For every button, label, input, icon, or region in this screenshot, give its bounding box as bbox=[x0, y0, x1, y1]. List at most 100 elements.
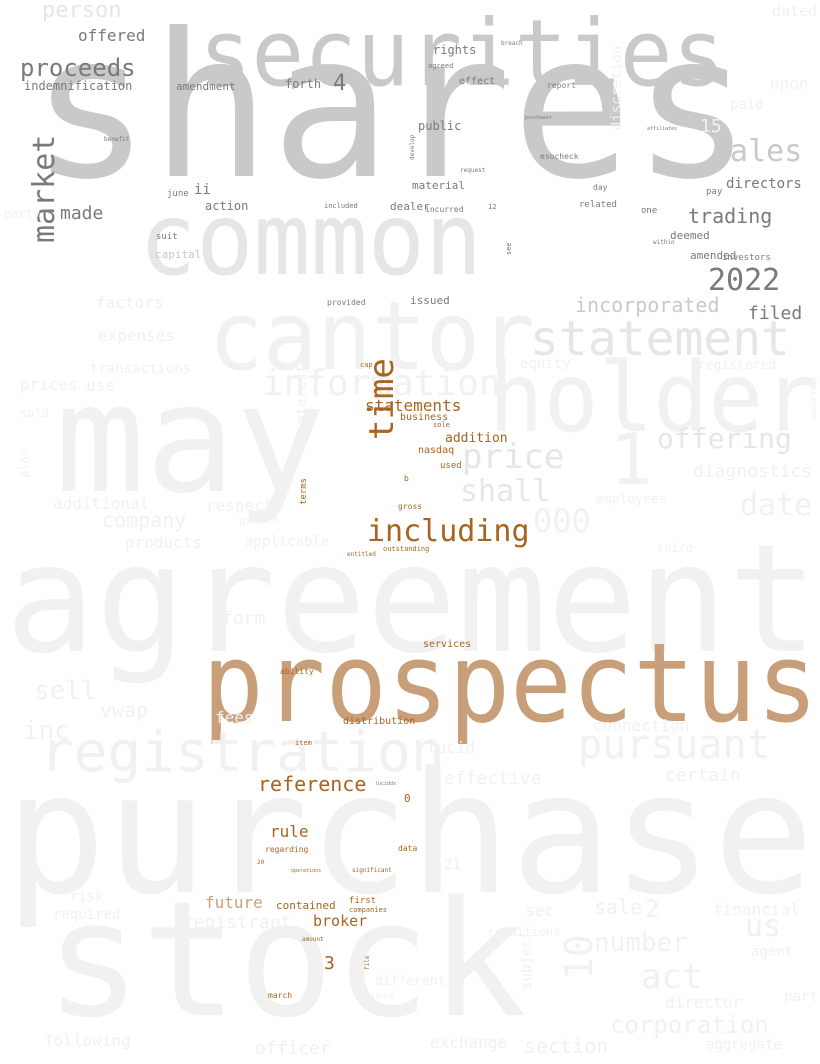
word-common: common bbox=[139, 181, 483, 298]
word-discretion: discretion bbox=[609, 45, 625, 130]
word-section: section bbox=[524, 1034, 609, 1058]
word-ownership: ownership bbox=[809, 376, 818, 420]
word-amended: amended bbox=[690, 249, 737, 262]
word-registered: registered bbox=[698, 358, 777, 373]
word-sold: sold bbox=[20, 406, 49, 420]
word-entitled: entitled bbox=[347, 551, 376, 558]
word-additional: additional bbox=[53, 494, 150, 513]
word-interest: interest bbox=[294, 364, 310, 432]
word-certain: certain bbox=[665, 765, 741, 786]
word-including: including bbox=[367, 514, 530, 549]
word-broker: broker bbox=[313, 912, 368, 930]
word-deemed: deemed bbox=[670, 229, 710, 242]
word-purchase: purchase bbox=[5, 736, 815, 932]
word-form: form bbox=[222, 608, 266, 629]
word-sec: sec bbox=[525, 901, 554, 920]
word-employees: employees bbox=[596, 492, 667, 507]
word-item: item bbox=[295, 739, 312, 747]
word-us: us bbox=[745, 909, 782, 944]
word-gross: gross bbox=[398, 502, 423, 511]
word-cantor: cantor bbox=[208, 282, 535, 392]
word-data: data bbox=[398, 844, 418, 853]
word-see: see bbox=[505, 242, 513, 255]
word-21: 21 bbox=[444, 857, 461, 873]
word-june: june bbox=[167, 189, 189, 199]
word-aggregate: aggregate bbox=[706, 1037, 782, 1053]
word-agreed: agreed bbox=[428, 62, 454, 70]
word-addition: addition bbox=[445, 431, 508, 446]
word-contained: contained bbox=[276, 899, 336, 912]
word-prospectus: prospectus bbox=[202, 619, 818, 747]
word-fees: fees bbox=[215, 708, 254, 727]
word-required: required bbox=[53, 907, 121, 923]
word-esocheck: esocheck bbox=[540, 152, 579, 161]
word-10: 10 bbox=[557, 934, 601, 980]
word-stock: stock bbox=[45, 866, 527, 1053]
word-made: made bbox=[60, 203, 104, 224]
word-request: request bbox=[460, 167, 486, 174]
word-action: action bbox=[205, 199, 249, 213]
word-trading: trading bbox=[688, 204, 773, 228]
word-outstanding: outstanding bbox=[383, 545, 430, 553]
word-filed: filed bbox=[748, 303, 803, 324]
word-affiliates: affiliates bbox=[647, 126, 678, 132]
word-shall: shall bbox=[460, 474, 551, 509]
word-breach: breach bbox=[501, 40, 523, 47]
word-12: 12 bbox=[488, 203, 497, 211]
word-statement: statement bbox=[530, 311, 791, 367]
word-investors: investors bbox=[722, 253, 771, 263]
word-suit: suit bbox=[156, 232, 178, 242]
word-connection: connection bbox=[593, 716, 690, 735]
word-agent: agent bbox=[751, 944, 794, 960]
word-b: b bbox=[404, 474, 409, 483]
word-dealer: dealer bbox=[390, 200, 430, 213]
word-part: part bbox=[784, 989, 818, 1005]
word-information: information bbox=[262, 363, 501, 404]
word-factors: factors bbox=[96, 293, 164, 312]
word-growth: growth bbox=[239, 514, 279, 527]
word-risk: risk bbox=[70, 889, 104, 905]
word-upon: upon bbox=[770, 74, 809, 93]
word-prices: prices bbox=[20, 375, 78, 394]
word-sole: sole bbox=[433, 421, 450, 429]
word-offered: offered bbox=[78, 26, 146, 45]
word-respect: respect bbox=[206, 496, 274, 515]
word-lucid: lucid bbox=[427, 738, 476, 757]
word-use: use bbox=[86, 376, 115, 395]
word-plan: plan bbox=[17, 449, 31, 478]
word-regarding: regarding bbox=[265, 845, 309, 854]
word-companies: companies bbox=[349, 906, 387, 914]
word-equity: equity bbox=[520, 356, 571, 372]
word-develop: develop bbox=[409, 134, 416, 160]
word-shares: shares bbox=[30, 0, 753, 224]
word-registration: registration bbox=[40, 720, 445, 785]
word-incorporated: incorporated bbox=[575, 293, 720, 317]
word-pursuant: pursuant bbox=[578, 722, 771, 768]
word-provided: provided bbox=[327, 298, 366, 307]
word-used: used bbox=[440, 461, 462, 471]
word-dated: dated bbox=[772, 2, 818, 20]
word-securities: securities bbox=[198, 0, 726, 107]
word-diagnostics: diagnostics bbox=[693, 461, 813, 482]
word-person: person bbox=[42, 0, 122, 23]
word-party: party bbox=[4, 207, 41, 221]
word-registrant: registrant bbox=[183, 912, 292, 933]
word-paid: paid bbox=[730, 97, 764, 113]
word-effective: effective bbox=[444, 768, 542, 789]
word-nasdaq: nasdaq bbox=[418, 445, 455, 456]
word-purchaser: purchaser bbox=[525, 115, 553, 121]
word-benefit: benefit bbox=[104, 136, 130, 143]
word-following: following bbox=[44, 1031, 131, 1050]
word-indemnification: indemnification bbox=[24, 79, 133, 93]
word-public: public bbox=[418, 119, 462, 133]
word-related: related bbox=[579, 200, 617, 210]
word-conditions: conditions bbox=[488, 925, 561, 939]
word-financial: financial bbox=[713, 900, 800, 919]
word-third: third bbox=[657, 541, 694, 555]
word-services: services bbox=[423, 639, 472, 650]
word-within: within bbox=[653, 239, 675, 246]
word-forth: forth bbox=[285, 77, 322, 91]
word-0: 0 bbox=[404, 792, 411, 805]
word-expenses: expenses bbox=[98, 326, 176, 345]
